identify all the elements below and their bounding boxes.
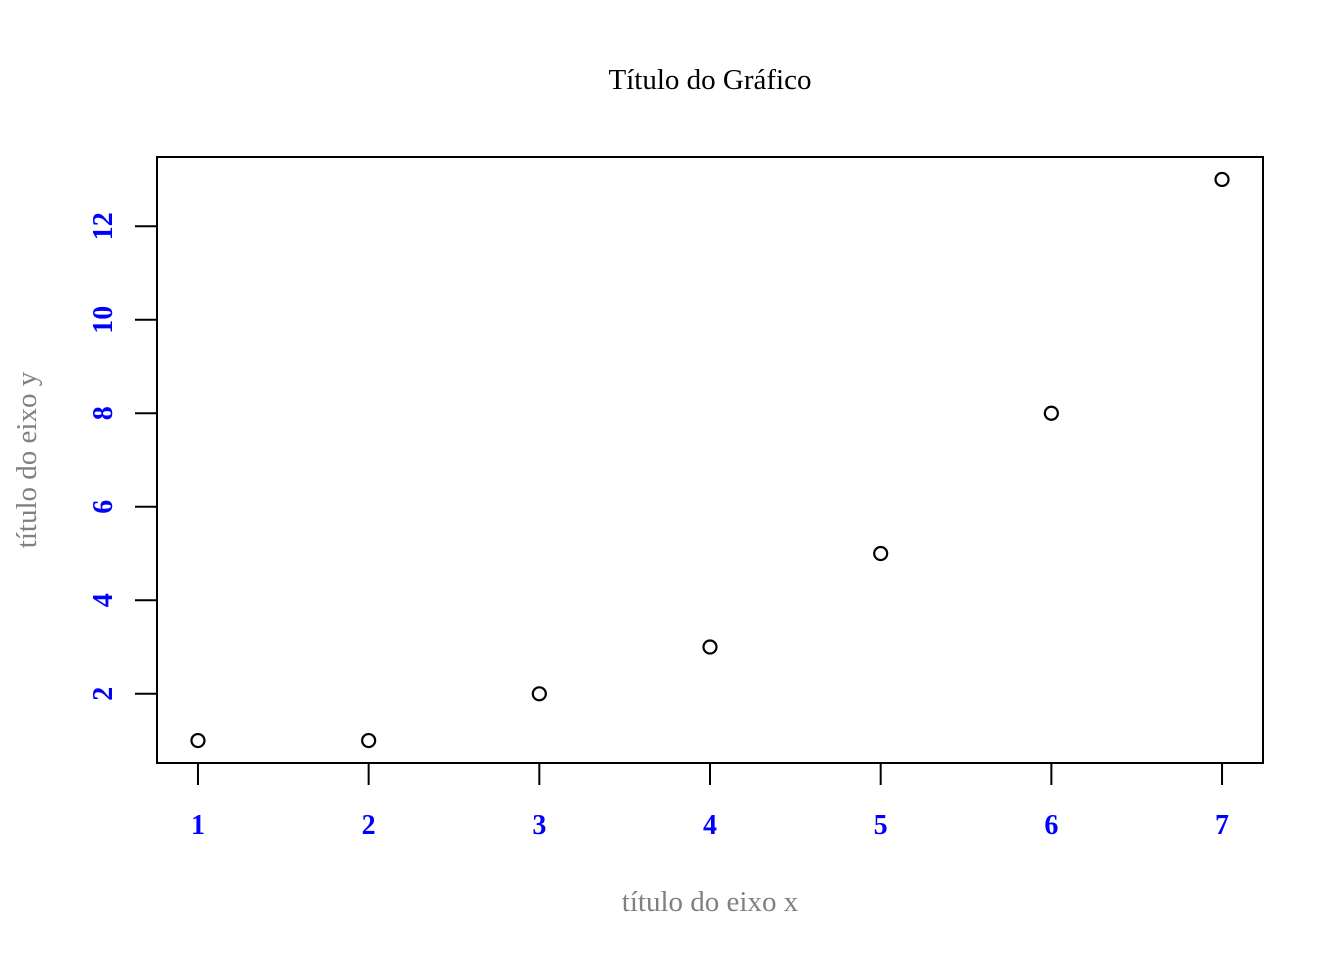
y-axis: 2 4 6 8 10 12 <box>88 212 158 701</box>
data-point <box>1043 405 1059 421</box>
data-points <box>190 171 1230 749</box>
x-tick-label: 7 <box>1215 810 1229 841</box>
data-point <box>1214 171 1230 188</box>
y-tick-label: 4 <box>88 593 119 607</box>
y-tick-label: 2 <box>88 687 119 701</box>
x-tick-label: 4 <box>703 810 717 841</box>
y-tick-label: 12 <box>88 212 119 240</box>
y-tick-label: 8 <box>88 406 119 420</box>
data-point <box>873 545 889 562</box>
plot-frame <box>156 156 1264 764</box>
x-tick-label: 1 <box>191 810 205 841</box>
y-tick-label: 10 <box>88 306 119 334</box>
x-axis-title: título do eixo x <box>622 886 799 918</box>
x-tick-label: 2 <box>362 810 376 841</box>
x-tick-label: 5 <box>874 810 888 841</box>
data-point <box>702 639 718 655</box>
data-point <box>531 686 547 702</box>
x-tick-label: 6 <box>1044 810 1058 841</box>
chart-title: Título do Gráfico <box>609 64 812 96</box>
x-tick-label: 3 <box>532 810 546 841</box>
data-point <box>361 732 377 749</box>
y-tick-label: 6 <box>88 500 119 514</box>
y-axis-title: título do eixo y <box>11 371 43 548</box>
data-point <box>190 732 206 749</box>
x-axis: 1 2 3 4 5 6 7 <box>191 762 1229 841</box>
